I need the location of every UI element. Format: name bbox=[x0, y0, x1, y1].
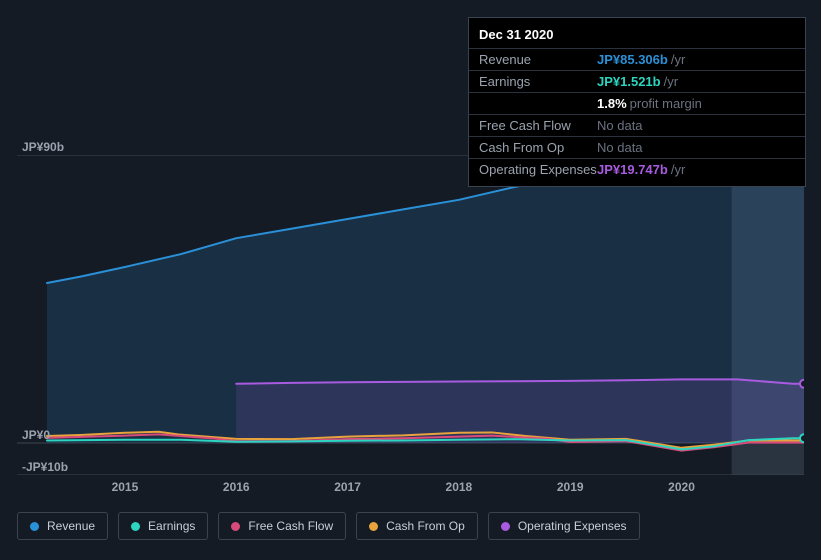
x-axis-label: 2018 bbox=[446, 480, 473, 494]
legend-label: Free Cash Flow bbox=[248, 519, 333, 533]
tooltip-suffix: profit margin bbox=[630, 96, 702, 111]
tooltip-suffix: /yr bbox=[671, 52, 685, 67]
y-axis-label: JP¥90b bbox=[22, 140, 64, 154]
y-axis-label: -JP¥10b bbox=[22, 460, 68, 474]
tooltip-nodata: No data bbox=[597, 140, 643, 155]
x-axis-label: 2016 bbox=[223, 480, 250, 494]
legend-item-free_cash_flow[interactable]: Free Cash Flow bbox=[218, 512, 346, 540]
x-axis-label: 2020 bbox=[668, 480, 695, 494]
tooltip-date: Dec 31 2020 bbox=[469, 24, 805, 49]
tooltip-label: Earnings bbox=[479, 74, 597, 89]
tooltip-row: Operating ExpensesJP¥19.747b /yr bbox=[469, 159, 805, 180]
tooltip-value: JP¥19.747b bbox=[597, 162, 668, 177]
chart-tooltip: Dec 31 2020 RevenueJP¥85.306b /yrEarning… bbox=[468, 17, 806, 187]
tooltip-value: 1.8% bbox=[597, 96, 627, 111]
tooltip-row: 1.8% profit margin bbox=[469, 93, 805, 115]
legend-item-revenue[interactable]: Revenue bbox=[17, 512, 108, 540]
tooltip-suffix: /yr bbox=[671, 162, 685, 177]
legend-swatch bbox=[131, 522, 140, 531]
x-axis-labels: 2015 2016 2017 2018 2019 2020 bbox=[17, 480, 804, 496]
tooltip-suffix: /yr bbox=[664, 74, 678, 89]
x-axis-label: 2017 bbox=[334, 480, 361, 494]
tooltip-row: Cash From OpNo data bbox=[469, 137, 805, 159]
legend-label: Cash From Op bbox=[386, 519, 465, 533]
tooltip-row: RevenueJP¥85.306b /yr bbox=[469, 49, 805, 71]
legend-label: Operating Expenses bbox=[518, 519, 627, 533]
tooltip-row: Free Cash FlowNo data bbox=[469, 115, 805, 137]
legend-item-cash_from_op[interactable]: Cash From Op bbox=[356, 512, 478, 540]
tooltip-nodata: No data bbox=[597, 118, 643, 133]
legend-item-earnings[interactable]: Earnings bbox=[118, 512, 208, 540]
legend-swatch bbox=[369, 522, 378, 531]
tooltip-label: Revenue bbox=[479, 52, 597, 67]
legend-label: Revenue bbox=[47, 519, 95, 533]
legend-swatch bbox=[231, 522, 240, 531]
x-axis-label: 2015 bbox=[112, 480, 139, 494]
chart-legend: Revenue Earnings Free Cash Flow Cash From O… bbox=[17, 512, 640, 540]
tooltip-value: JP¥1.521b bbox=[597, 74, 661, 89]
legend-item-operating_expenses[interactable]: Operating Expenses bbox=[488, 512, 640, 540]
tooltip-row: EarningsJP¥1.521b /yr bbox=[469, 71, 805, 93]
financials-chart: JP¥90bJP¥0-JP¥10b bbox=[17, 155, 804, 475]
legend-swatch bbox=[501, 522, 510, 531]
tooltip-value: JP¥85.306b bbox=[597, 52, 668, 67]
legend-swatch bbox=[30, 522, 39, 531]
tooltip-label: Operating Expenses bbox=[479, 162, 597, 177]
tooltip-label: Cash From Op bbox=[479, 140, 597, 155]
legend-label: Earnings bbox=[148, 519, 195, 533]
x-axis-label: 2019 bbox=[557, 480, 584, 494]
tooltip-label: Free Cash Flow bbox=[479, 118, 597, 133]
y-axis-label: JP¥0 bbox=[22, 428, 50, 442]
